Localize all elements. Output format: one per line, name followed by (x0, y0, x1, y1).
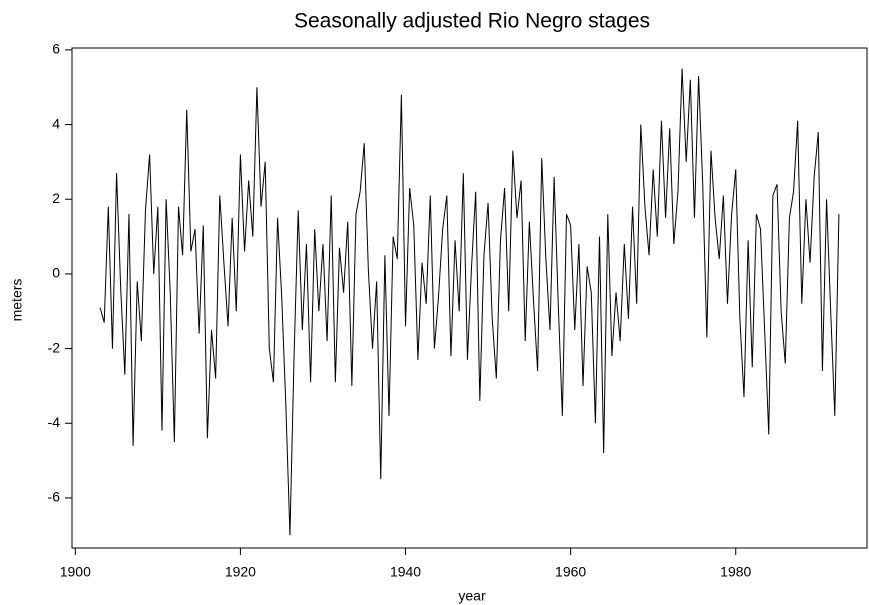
y-tick-label: -2 (48, 339, 61, 355)
plot-frame (71, 47, 868, 549)
y-tick-label: -6 (48, 489, 61, 505)
y-tick-label: -4 (48, 414, 61, 430)
x-tick-label: 1980 (720, 564, 751, 580)
series-line (99, 68, 840, 536)
y-axis-label: meters (9, 279, 25, 322)
x-tick-label: 1940 (390, 564, 421, 580)
x-tick-label: 1920 (225, 564, 256, 580)
y-tick-label: 6 (52, 41, 60, 57)
chart-title: Seasonally adjusted Rio Negro stages (294, 10, 650, 33)
x-axis-label: year (458, 588, 486, 604)
y-tick-label: 2 (52, 190, 60, 206)
x-tick-label: 1960 (555, 564, 586, 580)
y-tick-label: 4 (52, 115, 60, 131)
x-tick-label: 1900 (60, 564, 91, 580)
y-tick-label: 0 (52, 265, 60, 281)
